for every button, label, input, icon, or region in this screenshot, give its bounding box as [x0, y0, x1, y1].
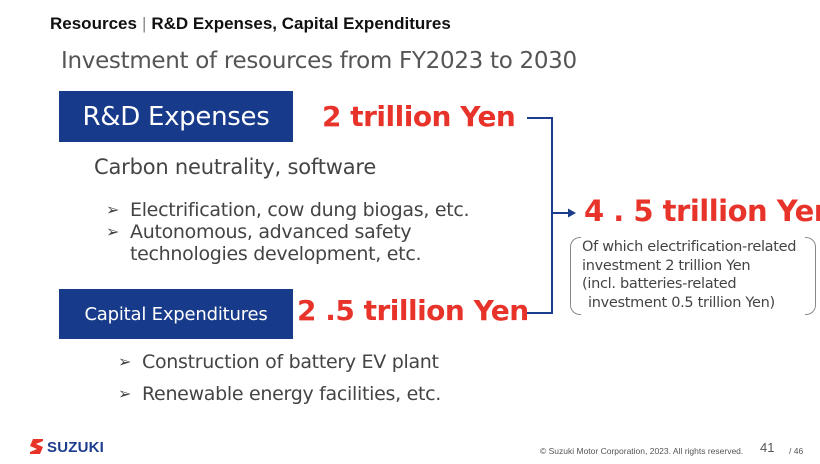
page-number: 41	[760, 440, 775, 455]
bullet-arrow-icon: ➢	[106, 200, 120, 219]
rd-heading: Carbon neutrality, software	[94, 155, 377, 179]
capex-label: Capital Expenditures	[84, 303, 268, 325]
list-item-continuation: technologies development, etc.	[130, 243, 422, 265]
suzuki-wordmark: SUZUKI	[47, 439, 105, 456]
left-paren	[570, 237, 581, 315]
right-paren	[805, 237, 816, 315]
capex-bullet-list: ➢ Construction of battery EV plant ➢ Ren…	[118, 346, 441, 410]
bullet-arrow-icon: ➢	[118, 384, 132, 403]
page-total: / 46	[789, 446, 804, 456]
rd-amount: 2 trillion Yen	[322, 100, 516, 133]
total-amount: 4 . 5 trillion Yen	[584, 194, 820, 228]
section-label: Resources	[50, 14, 137, 33]
capex-box: Capital Expenditures	[59, 289, 293, 339]
copyright-text: © Suzuki Motor Corporation, 2023. All ri…	[540, 446, 744, 456]
capex-amount: 2 .5 trillion Yen	[297, 294, 529, 327]
list-item: ➢ Renewable energy facilities, etc.	[118, 378, 441, 410]
rd-bullet-list: ➢ Electrification, cow dung biogas, etc.…	[106, 199, 470, 265]
title-separator: |	[141, 14, 147, 33]
suzuki-s-mark-icon	[30, 439, 43, 456]
rd-expenses-box: R&D Expenses	[59, 91, 293, 142]
list-item: ➢ Construction of battery EV plant	[118, 346, 441, 378]
list-item: ➢ Electrification, cow dung biogas, etc.	[106, 199, 470, 221]
suzuki-logo: SUZUKI	[30, 439, 104, 456]
bullet-arrow-icon: ➢	[106, 222, 120, 241]
topic-label: R&D Expenses, Capital Expenditures	[151, 14, 451, 33]
page-subtitle: Investment of resources from FY2023 to 2…	[61, 48, 577, 74]
list-item: ➢ Autonomous, advanced safety	[106, 221, 412, 243]
rd-expenses-label: R&D Expenses	[82, 101, 270, 132]
bullet-arrow-icon: ➢	[118, 352, 132, 371]
total-note: Of which electrification-related investm…	[570, 237, 816, 315]
section-title: Resources | R&D Expenses, Capital Expendit…	[50, 14, 451, 34]
